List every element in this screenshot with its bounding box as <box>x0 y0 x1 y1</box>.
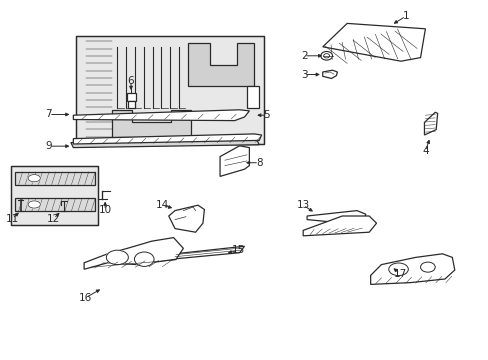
Text: 6: 6 <box>127 76 134 86</box>
Text: 17: 17 <box>392 269 406 279</box>
Text: 4: 4 <box>421 146 428 156</box>
Polygon shape <box>370 254 454 284</box>
Text: 16: 16 <box>79 293 92 303</box>
Polygon shape <box>73 110 249 121</box>
Ellipse shape <box>388 263 407 276</box>
Text: 7: 7 <box>45 109 52 120</box>
Text: 1: 1 <box>402 11 408 21</box>
Circle shape <box>134 252 154 266</box>
Text: 9: 9 <box>45 141 52 151</box>
Text: 15: 15 <box>231 245 245 255</box>
Polygon shape <box>84 238 183 269</box>
Polygon shape <box>71 139 259 148</box>
Text: 12: 12 <box>47 213 61 224</box>
Polygon shape <box>73 134 261 144</box>
Ellipse shape <box>420 262 434 272</box>
Polygon shape <box>303 216 376 236</box>
Polygon shape <box>15 198 95 211</box>
Polygon shape <box>11 166 98 225</box>
Ellipse shape <box>28 201 40 208</box>
Circle shape <box>323 54 329 58</box>
Polygon shape <box>171 246 244 259</box>
Polygon shape <box>246 86 259 108</box>
Text: 11: 11 <box>5 213 19 224</box>
Polygon shape <box>127 93 136 101</box>
Polygon shape <box>306 211 365 224</box>
Ellipse shape <box>28 175 40 182</box>
Text: 2: 2 <box>300 51 307 61</box>
Polygon shape <box>76 36 264 144</box>
Polygon shape <box>168 205 204 232</box>
Ellipse shape <box>106 250 128 265</box>
Text: 5: 5 <box>263 110 269 120</box>
Polygon shape <box>15 172 95 184</box>
Polygon shape <box>128 101 135 108</box>
Polygon shape <box>220 146 249 176</box>
Polygon shape <box>424 112 437 135</box>
Polygon shape <box>322 23 425 61</box>
Text: 14: 14 <box>155 200 169 210</box>
Polygon shape <box>112 110 190 137</box>
Circle shape <box>320 51 332 60</box>
Text: 8: 8 <box>255 158 262 168</box>
Text: 3: 3 <box>300 69 307 80</box>
Text: 10: 10 <box>99 205 111 215</box>
Polygon shape <box>322 70 337 78</box>
Polygon shape <box>188 43 254 86</box>
Text: 13: 13 <box>296 200 309 210</box>
